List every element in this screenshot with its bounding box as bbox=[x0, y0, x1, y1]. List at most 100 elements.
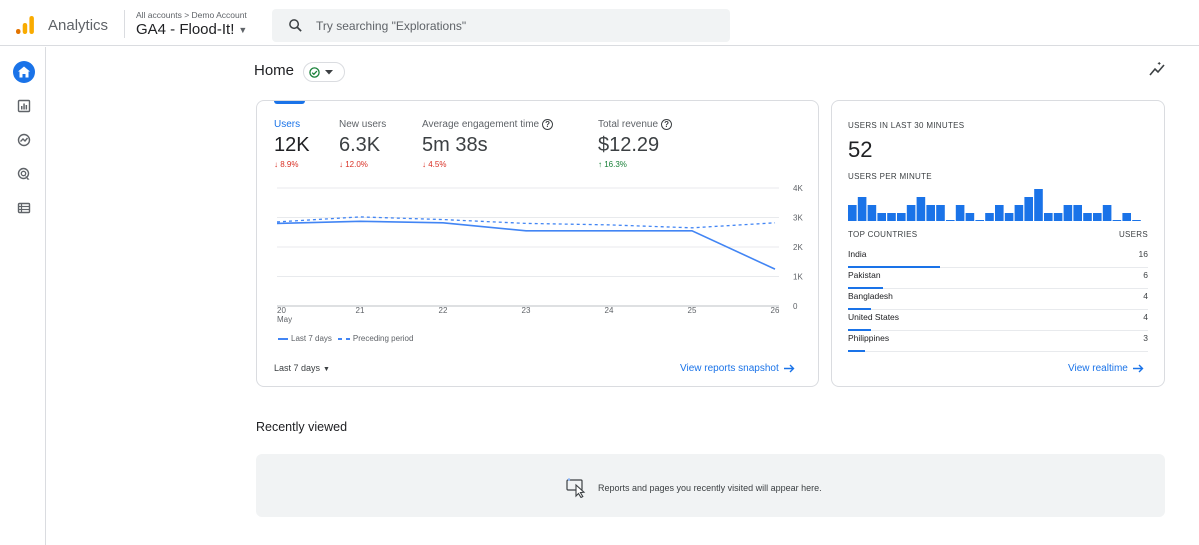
per-minute-bar[interactable] bbox=[985, 213, 994, 221]
per-minute-bar[interactable] bbox=[1053, 213, 1063, 221]
per-minute-bar[interactable] bbox=[887, 213, 896, 221]
per-minute-bar[interactable] bbox=[936, 205, 945, 221]
per-minute-bar[interactable] bbox=[857, 197, 867, 221]
nav-reports[interactable] bbox=[13, 95, 35, 117]
chart-legend: Last 7 days Preceding period bbox=[278, 334, 413, 343]
view-reports-snapshot-link[interactable]: View reports snapshot bbox=[680, 363, 795, 374]
reports-icon bbox=[17, 99, 31, 113]
metric-change: ↓ 12.0% bbox=[339, 160, 368, 169]
metric-value: 5m 38s bbox=[422, 134, 488, 156]
metric-value: $12.29 bbox=[598, 134, 660, 156]
help-icon[interactable]: ? bbox=[542, 119, 554, 130]
country-row[interactable]: India 16 bbox=[848, 247, 1148, 268]
per-minute-bar[interactable] bbox=[955, 205, 965, 221]
x-tick-label: 20 bbox=[277, 306, 286, 315]
x-tick-label: 21 bbox=[356, 306, 365, 315]
analytics-logo-icon[interactable] bbox=[14, 14, 36, 36]
date-range-selector[interactable]: Last 7 days ▼ bbox=[274, 363, 330, 373]
per-minute-bar[interactable] bbox=[926, 205, 935, 221]
per-minute-bar[interactable] bbox=[1122, 213, 1131, 221]
metric-avg-engagement[interactable]: Average engagement time? 5m 38s ↓ 4.5% bbox=[422, 119, 554, 169]
per-minute-bar[interactable] bbox=[1132, 220, 1141, 221]
data-quality-chip[interactable] bbox=[303, 62, 345, 82]
x-tick-label: 23 bbox=[522, 306, 531, 315]
countries-header-label: TOP COUNTRIES bbox=[848, 230, 918, 239]
search-icon bbox=[289, 19, 302, 32]
y-tick-label: 4K bbox=[793, 184, 803, 193]
property-name: GA4 - Flood-It! bbox=[136, 21, 235, 38]
country-share-bar bbox=[848, 308, 871, 310]
help-icon[interactable]: ? bbox=[661, 119, 673, 130]
overview-card: Users 12K ↓ 8.9% New users 6.3K ↓ 12.0% … bbox=[256, 100, 819, 387]
country-row[interactable]: Bangladesh 4 bbox=[848, 289, 1148, 310]
nav-home[interactable] bbox=[13, 61, 35, 83]
metric-label: Average engagement time? bbox=[422, 119, 554, 130]
metric-change: ↓ 8.9% bbox=[274, 160, 299, 169]
country-users: 4 bbox=[1143, 291, 1148, 301]
insights-icon[interactable] bbox=[1149, 62, 1167, 78]
country-row[interactable]: Philippines 3 bbox=[848, 331, 1148, 352]
per-minute-bar[interactable] bbox=[877, 213, 886, 221]
country-share-bar bbox=[848, 287, 883, 289]
check-circle-icon bbox=[309, 66, 320, 78]
per-minute-bar[interactable] bbox=[975, 220, 984, 221]
metric-new-users[interactable]: New users 6.3K ↓ 12.0% bbox=[339, 119, 386, 169]
per-minute-bar[interactable] bbox=[1024, 197, 1033, 221]
y-tick-label: 0 bbox=[793, 302, 798, 311]
per-minute-bar[interactable] bbox=[965, 213, 975, 221]
users-header-label: USERS bbox=[1118, 230, 1148, 239]
per-minute-bar[interactable] bbox=[946, 220, 955, 221]
users-line-chart: 0 1K 2K 3K 4K 20 21 22 23 24 25 26 May bbox=[276, 184, 803, 324]
per-minute-bar[interactable] bbox=[1063, 205, 1073, 221]
per-minute-bar[interactable] bbox=[1102, 205, 1112, 221]
legend-previous: Preceding period bbox=[337, 334, 413, 343]
arrow-down-icon: ↓ bbox=[339, 160, 346, 169]
nav-explore[interactable] bbox=[13, 129, 35, 151]
divider bbox=[124, 10, 125, 38]
arrow-right-icon bbox=[1132, 364, 1144, 373]
metric-change: ↓ 4.5% bbox=[422, 160, 447, 169]
country-row[interactable]: Pakistan 6 bbox=[848, 268, 1148, 289]
caret-down-icon bbox=[325, 69, 333, 74]
account-breadcrumb[interactable]: All accounts > Demo Account bbox=[136, 10, 247, 20]
per-minute-bar[interactable] bbox=[1083, 213, 1092, 221]
per-minute-bar[interactable] bbox=[995, 205, 1004, 221]
per-minute-bar[interactable] bbox=[1044, 213, 1053, 221]
caret-down-icon: ▼ bbox=[323, 366, 330, 373]
realtime-card: USERS IN LAST 30 MINUTES 52 USERS PER MI… bbox=[831, 100, 1165, 387]
home-icon bbox=[18, 66, 30, 78]
property-selector[interactable]: GA4 - Flood-It! ▼ bbox=[136, 21, 247, 38]
country-users: 3 bbox=[1143, 333, 1148, 343]
country-users: 16 bbox=[1138, 249, 1148, 259]
per-minute-bar[interactable] bbox=[1034, 189, 1043, 221]
country-users: 4 bbox=[1143, 312, 1148, 322]
per-minute-bar[interactable] bbox=[1004, 213, 1014, 221]
search-input[interactable] bbox=[316, 17, 716, 35]
view-realtime-link[interactable]: View realtime bbox=[1068, 363, 1144, 374]
per-minute-bar[interactable] bbox=[848, 205, 857, 221]
configure-icon bbox=[17, 202, 31, 214]
nav-configure[interactable] bbox=[13, 197, 35, 219]
per-minute-bar[interactable] bbox=[1073, 205, 1082, 221]
x-tick-label: 26 bbox=[771, 306, 780, 315]
metric-label: Users bbox=[274, 119, 301, 130]
metric-value: 6.3K bbox=[339, 134, 381, 156]
per-minute-bar[interactable] bbox=[916, 197, 926, 221]
per-minute-bar[interactable] bbox=[1093, 213, 1102, 221]
per-minute-bar[interactable] bbox=[906, 205, 916, 221]
per-minute-bar[interactable] bbox=[1112, 220, 1122, 221]
metric-label: New users bbox=[339, 119, 387, 130]
nav-advertising[interactable] bbox=[13, 163, 35, 185]
country-name: Philippines bbox=[848, 333, 890, 343]
per-minute-bar[interactable] bbox=[1014, 205, 1024, 221]
metric-total-revenue[interactable]: Total revenue? $12.29 ↑ 16.3% bbox=[598, 119, 673, 169]
metric-label: Total revenue? bbox=[598, 119, 673, 130]
search-bar[interactable] bbox=[272, 9, 730, 42]
per-minute-bar[interactable] bbox=[897, 213, 906, 221]
country-share-bar bbox=[848, 266, 940, 268]
country-row[interactable]: United States 4 bbox=[848, 310, 1148, 331]
users-per-minute-chart bbox=[848, 189, 1141, 221]
metric-users[interactable]: Users 12K ↓ 8.9% bbox=[274, 119, 310, 169]
arrow-down-icon: ↓ bbox=[274, 160, 281, 169]
per-minute-bar[interactable] bbox=[867, 205, 877, 221]
